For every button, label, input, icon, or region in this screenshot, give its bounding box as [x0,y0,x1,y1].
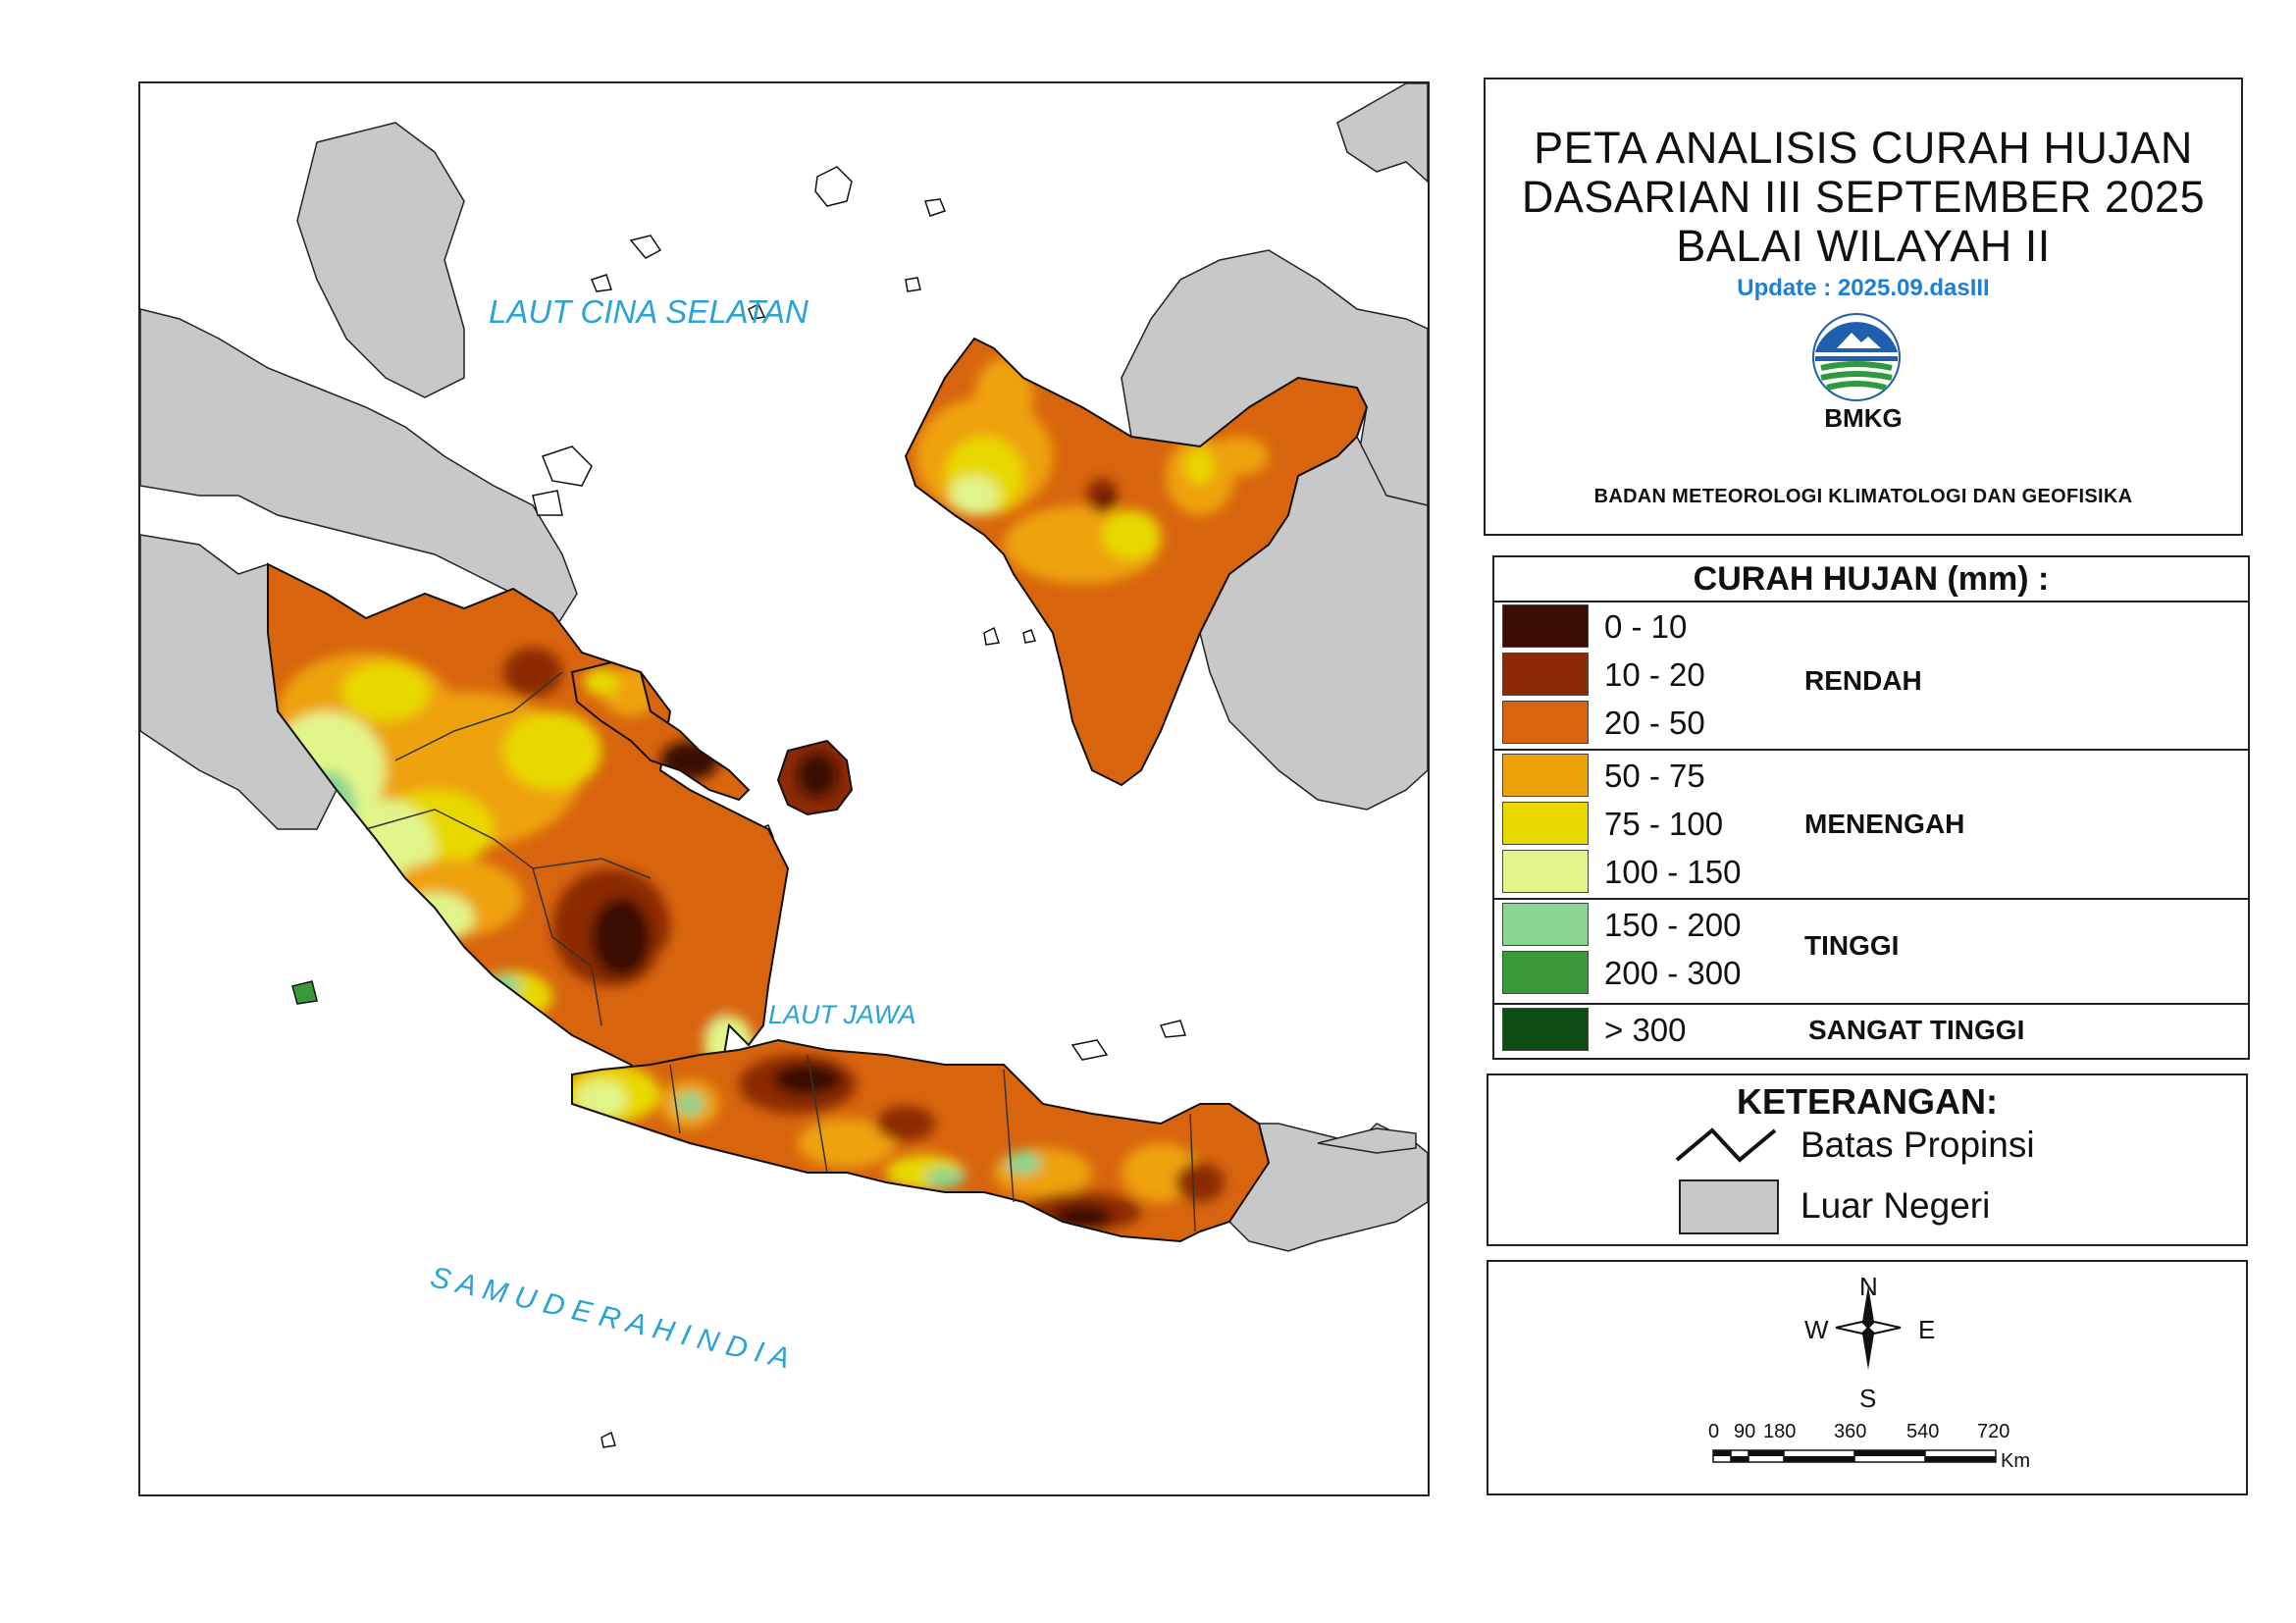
scale-tick-label: 0 [1708,1421,1720,1442]
belitung-rainfall [776,739,854,816]
province-border-label: Batas Propinsi [1800,1125,2035,1165]
legend-range: 50 - 75 [1604,758,1705,794]
legend-range: 150 - 200 [1604,907,1742,943]
legend-range: 75 - 100 [1604,806,1724,842]
scale-tick-label: 90 [1734,1421,1756,1442]
group-label-medium: MENENGAH [1804,809,1965,839]
keterangan-panel: KETERANGAN: Batas Propinsi Luar Negeri [1487,1073,2248,1246]
foreign-land [140,83,1428,1252]
title-line-1: PETA ANALISIS CURAH HUJAN [1534,123,2193,173]
province-border-icon [1675,1127,1777,1163]
scale-tick-label: 540 [1906,1421,1940,1442]
bmkg-logo-icon [1812,313,1901,401]
compass-east-label: E [1918,1315,1936,1344]
scale-tick-label: 360 [1834,1421,1867,1442]
group-divider [1494,898,2248,900]
group-label-very-high: SANGAT TINGGI [1808,1015,2025,1045]
java-rainfall [571,1038,1271,1243]
legend-swatch [1502,951,1589,994]
legend-range: 20 - 50 [1604,705,1705,741]
north-arrow-icon [1835,1285,1902,1370]
legend-range: 10 - 20 [1604,656,1705,693]
legend-range: 200 - 300 [1604,955,1742,991]
keterangan-title: KETERANGAN: [1737,1081,1998,1122]
foreign-land-swatch [1679,1179,1779,1234]
small-island-green [291,980,318,1005]
legend-swatch [1502,903,1589,946]
compass-south-label: S [1859,1384,1877,1413]
group-label-low: RENDAH [1804,665,1922,696]
bmkg-logo-text: BMKG [1824,403,1903,433]
group-divider [1494,749,2248,751]
agency-name: BADAN METEOROLOGI KLIMATOLOGI DAN GEOFIS… [1593,486,2133,507]
group-divider [1494,1003,2248,1005]
legend-swatch [1502,701,1589,744]
legend-swatch [1502,604,1589,648]
sumatra-rainfall [267,562,790,1096]
sea-label-java-sea: LAUT JAWA [768,1000,916,1029]
scale-tick-label: 720 [1977,1421,2010,1442]
legend-swatch [1502,653,1589,696]
rainfall-map[interactable]: LAUT CINA SELATAN LAUT JAWA S A M U D E … [138,81,1430,1496]
scale-unit-label: Km [2001,1450,2030,1472]
foreign-land-label: Luar Negeri [1800,1185,1991,1226]
rainfall-legend: CURAH HUJAN (mm) : 0 - 10 10 - 20 20 - 5… [1492,555,2250,1060]
sea-label-south-china-sea: LAUT CINA SELATAN [489,293,809,330]
compass-scale-panel: N S W E 0 90 180 360 540 720 Km [1487,1260,2248,1495]
legend-swatch [1502,1008,1589,1051]
legend-range: 100 - 150 [1604,854,1742,890]
compass-west-label: W [1804,1315,1829,1344]
title-line-3: BALAI WILAYAH II [1676,221,2051,271]
legend-swatch [1502,850,1589,893]
map-canvas [140,83,1428,1448]
legend-swatch [1502,802,1589,845]
compass-north-label: N [1859,1272,1878,1301]
title-panel: PETA ANALISIS CURAH HUJAN DASARIAN III S… [1484,78,2243,536]
scale-tick-label: 180 [1763,1421,1797,1442]
legend-heading: CURAH HUJAN (mm) : [1494,557,2248,602]
update-label: Update : 2025.09.dasIII [1737,275,1990,301]
title-line-2: DASARIAN III SEPTEMBER 2025 [1521,172,2206,222]
legend-range: 0 - 10 [1604,608,1688,645]
scale-bar [1712,1449,1997,1463]
group-label-high: TINGGI [1804,930,1900,961]
legend-range: > 300 [1604,1012,1687,1048]
legend-swatch [1502,754,1589,797]
